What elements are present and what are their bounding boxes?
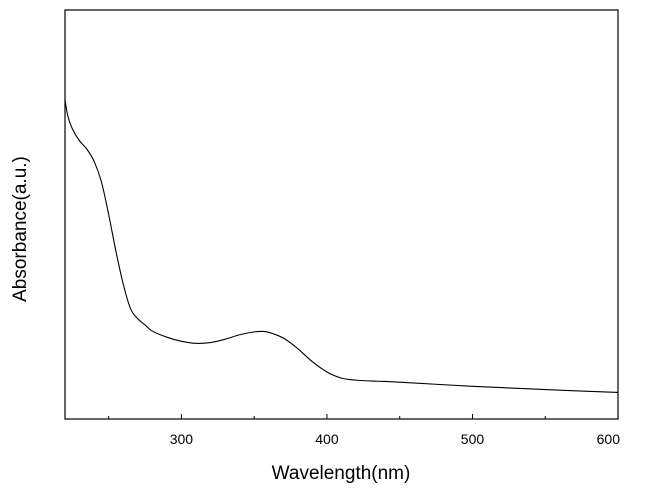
- x-tick-label: 600: [597, 431, 621, 447]
- x-axis-title: Wavelength(nm): [272, 463, 411, 484]
- x-tick-label: 500: [461, 431, 485, 447]
- series-line: [64, 99, 619, 393]
- x-axis-tick-labels: 300 400 500 600: [170, 431, 620, 447]
- y-axis-title: Absorbance(a.u.): [10, 156, 31, 302]
- x-axis-ticks: [108, 414, 619, 419]
- plot-frame: [64, 9, 619, 420]
- x-tick-label: 300: [170, 431, 194, 447]
- x-tick-label: 400: [315, 431, 339, 447]
